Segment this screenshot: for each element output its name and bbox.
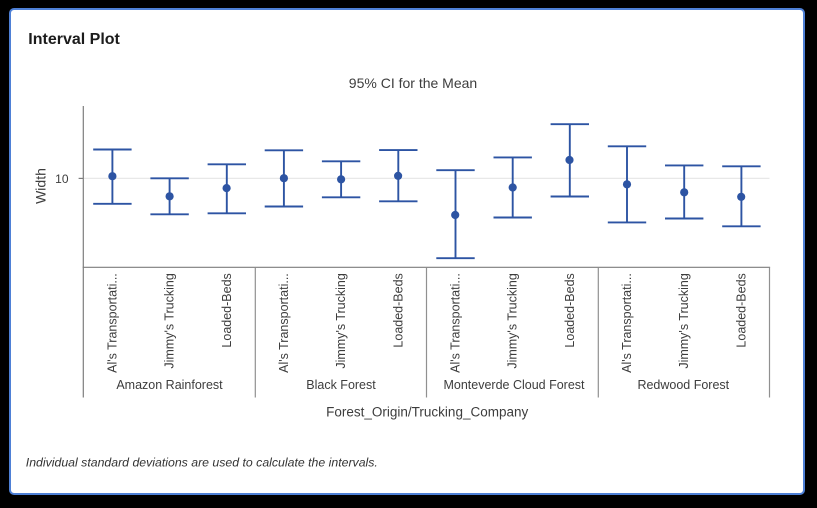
svg-text:Jimmy's Trucking: Jimmy's Trucking [334,273,348,369]
svg-text:Amazon Rainforest: Amazon Rainforest [116,378,223,392]
svg-text:Al's Transportati...: Al's Transportati... [277,273,291,373]
svg-text:Width: Width [33,168,49,204]
svg-text:10: 10 [55,172,69,186]
svg-text:Al's Transportati...: Al's Transportati... [449,273,463,373]
svg-text:Al's Transportati...: Al's Transportati... [620,273,634,373]
svg-text:Loaded-Beds: Loaded-Beds [563,273,577,347]
svg-text:Forest_Origin/Trucking_Company: Forest_Origin/Trucking_Company [326,405,528,420]
svg-text:Redwood Forest: Redwood Forest [637,378,729,392]
svg-text:Loaded-Beds: Loaded-Beds [220,273,234,347]
svg-text:Jimmy's Trucking: Jimmy's Trucking [163,273,177,369]
svg-text:95% CI for the Mean: 95% CI for the Mean [349,75,477,91]
svg-text:Black Forest: Black Forest [306,378,376,392]
svg-text:Loaded-Beds: Loaded-Beds [391,273,405,347]
svg-text:Individual standard deviations: Individual standard deviations are used … [26,455,378,469]
svg-text:Monteverde Cloud Forest: Monteverde Cloud Forest [443,378,585,392]
svg-text:Interval Plot: Interval Plot [28,31,120,48]
svg-text:Loaded-Beds: Loaded-Beds [734,273,748,347]
svg-text:Jimmy's Trucking: Jimmy's Trucking [677,273,691,369]
svg-text:Jimmy's Trucking: Jimmy's Trucking [506,273,520,369]
svg-text:Al's Transportati...: Al's Transportati... [105,273,119,373]
